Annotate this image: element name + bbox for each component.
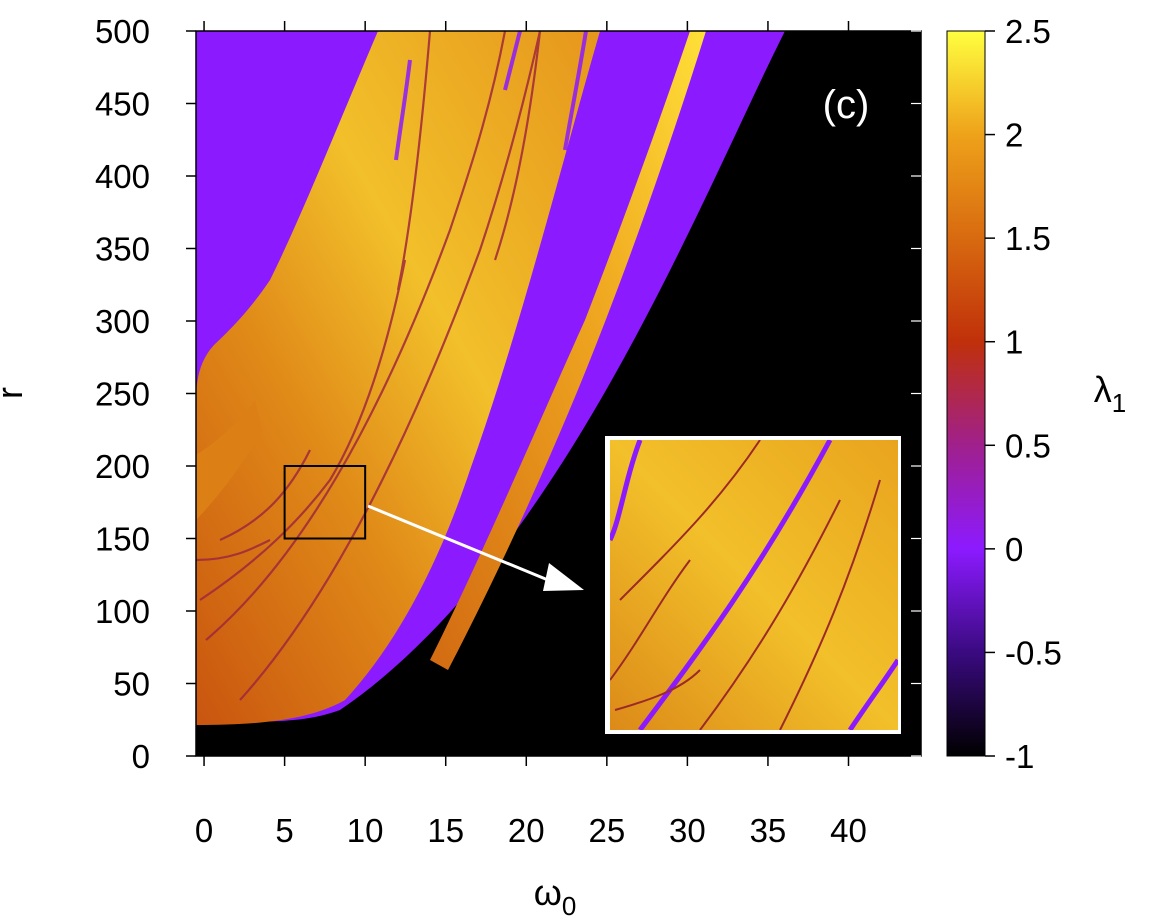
x-tick-label: 20 <box>508 812 545 849</box>
y-tick-label: 350 <box>95 231 150 268</box>
region-left-islands <box>196 400 262 520</box>
inset-zoom <box>605 436 901 734</box>
zoom-box <box>283 465 367 540</box>
x-tick-label: 0 <box>195 812 213 849</box>
colorbar <box>946 30 986 757</box>
y-tick-label: 0 <box>132 738 150 775</box>
zoom-arrow-line <box>367 504 549 582</box>
colorbar-tick-label: -0.5 <box>1005 634 1062 671</box>
colorbar-tick-label: 1.5 <box>1005 220 1051 257</box>
x-tick-label: 10 <box>347 812 384 849</box>
colorbar-title-main: λ <box>1094 369 1112 410</box>
y-tick-label: 450 <box>95 86 150 123</box>
colorbar-tick-label: 0 <box>1005 531 1023 568</box>
y-tick-label: 250 <box>95 376 150 413</box>
x-tick-label: 25 <box>588 812 625 849</box>
y-tick-label: 500 <box>95 13 150 50</box>
x-tick-label: 5 <box>275 812 293 849</box>
y-axis: 0 50 100 150 200 250 300 350 400 450 500 <box>95 13 921 775</box>
y-axis-title: r <box>0 387 30 399</box>
x-tick-label: 40 <box>830 812 867 849</box>
colorbar-tick-label: -1 <box>1005 738 1034 775</box>
colorbar-title-sub: 1 <box>1112 388 1126 418</box>
region-chaotic-thin-band <box>430 31 706 670</box>
x-axis-title: ω0 <box>534 872 577 921</box>
band-purple-streaks <box>394 31 588 161</box>
colorbar-tick-label: 2 <box>1005 117 1023 154</box>
x-axis-title-sub: 0 <box>562 891 576 921</box>
x-tick-label: 35 <box>750 812 787 849</box>
colorbar-tick-label: 2.5 <box>1005 13 1051 50</box>
colorbar-tick-label: 0.5 <box>1005 427 1051 464</box>
x-tick-label: 30 <box>669 812 706 849</box>
colorbar-tick-label: 1 <box>1005 324 1023 361</box>
colorbar-axis: -1 -0.5 0 0.5 1 1.5 2 2.5 <box>985 13 1062 775</box>
y-tick-label: 150 <box>95 521 150 558</box>
colorbar-title: λ1 <box>1094 369 1126 418</box>
y-tick-label: 300 <box>95 303 150 340</box>
band-filaments <box>196 31 542 701</box>
x-axis-title-main: ω <box>534 872 562 913</box>
y-tick-label: 400 <box>95 158 150 195</box>
inset-heatmap <box>610 440 898 730</box>
panel-label: (c) <box>823 83 870 127</box>
y-tick-label: 200 <box>95 448 150 485</box>
zoom-arrow-head <box>543 563 584 591</box>
x-axis: 0 5 10 15 20 25 30 35 40 <box>195 21 867 849</box>
y-tick-label: 100 <box>95 593 150 630</box>
y-tick-label: 50 <box>113 666 150 703</box>
region-chaotic-main-band <box>196 31 600 725</box>
x-tick-label: 15 <box>427 812 464 849</box>
